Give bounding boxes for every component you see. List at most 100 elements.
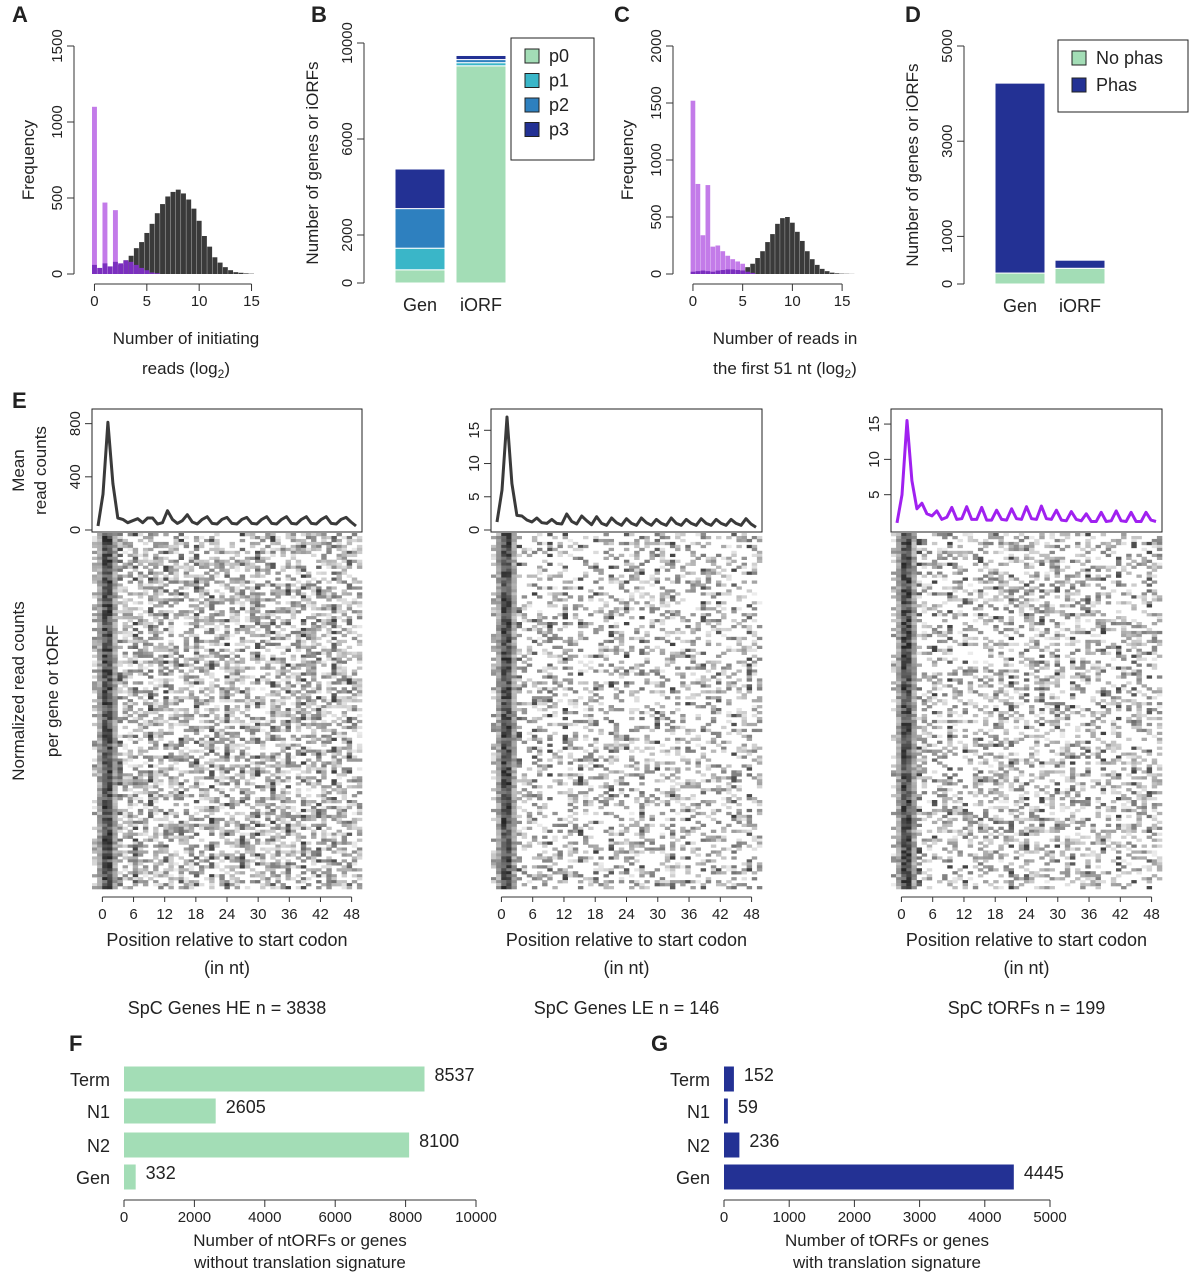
heatmap-cell [346, 779, 353, 783]
heatmap-cell [311, 544, 317, 549]
heatmap-cell [214, 574, 220, 578]
heatmap-cell [102, 770, 108, 774]
heatmap-cell [331, 586, 337, 590]
heatmap-cell [204, 601, 210, 605]
heatmap-cell [244, 791, 251, 795]
histogram-bar-light [710, 246, 716, 274]
heatmap-cell [700, 535, 707, 540]
heatmap-cell [168, 728, 174, 733]
heatmap-cell [305, 779, 312, 783]
heatmap-cell [356, 731, 363, 736]
heatmap-cell [351, 776, 358, 780]
heatmap-cell [249, 761, 256, 765]
heatmap-cell [97, 874, 103, 878]
heatmap-cell [265, 556, 271, 560]
heatmap-cell [356, 654, 363, 658]
heatmap-cell [92, 758, 98, 762]
heatmap-cell [305, 868, 312, 872]
heatmap-cell [183, 841, 190, 845]
heatmap-cell [260, 785, 266, 789]
heatmap-cell [148, 746, 154, 750]
heatmap-cell [511, 598, 517, 602]
heatmap-cell [163, 574, 169, 578]
stacked-bar-segment [994, 272, 1046, 285]
heatmap-cell [102, 598, 108, 602]
heatmap-cell [142, 880, 149, 884]
heatmap-cell [537, 636, 543, 641]
heatmap-cell [92, 535, 98, 540]
heatmap-cell [107, 544, 113, 549]
heatmap-cell [112, 713, 118, 718]
heatmap-cell [107, 731, 113, 736]
heatmap-cell [224, 711, 230, 715]
heatmap-cell [148, 580, 154, 584]
heatmap-cell [107, 624, 113, 629]
heatmap-cell [97, 835, 103, 839]
heatmap-cell [572, 547, 579, 552]
heatmap-cell [219, 737, 225, 741]
heatmap-cell [153, 874, 159, 878]
heatmap-cell [163, 859, 169, 863]
heatmap-cell [290, 800, 297, 804]
heatmap-cell [244, 859, 251, 863]
heatmap-cell [112, 782, 118, 786]
heatmap-cell [321, 883, 327, 887]
heatmap-cell [142, 556, 149, 560]
heatmap-cell [107, 666, 113, 670]
heatmap-cell [542, 622, 548, 626]
heatmap-cell [326, 880, 332, 884]
heatmap-cell [260, 740, 266, 744]
heatmap-cell [346, 767, 353, 771]
histogram-bar-dark [799, 240, 805, 274]
heatmap-cell [346, 716, 353, 721]
heatmap-cell [158, 604, 164, 608]
heatmap-cell [244, 687, 251, 691]
heatmap-cell [249, 847, 256, 851]
heatmap-cell [158, 577, 164, 581]
heatmap-cell [117, 541, 123, 546]
heatmap-cell [239, 743, 246, 747]
heatmap-cell [506, 533, 512, 537]
heatmap-cell [234, 678, 241, 682]
heatmap-cell [705, 607, 712, 611]
heatmap-cell [117, 743, 123, 747]
heatmap-cell [260, 604, 266, 608]
heatmap-cell [122, 660, 128, 664]
heatmap-cell [511, 607, 517, 611]
heatmap-cell [137, 708, 144, 712]
heatmap-cell [127, 829, 134, 833]
heatmap-cell [178, 877, 184, 881]
heatmap-cell [102, 847, 108, 851]
heatmap-cell [97, 776, 103, 780]
y-tick-label: 2000 [648, 29, 665, 62]
heatmap-cell [700, 619, 707, 623]
histogram-bar-dark [181, 193, 186, 274]
heatmap-cell [746, 666, 753, 670]
heatmap-cell [255, 657, 261, 661]
heatmap-cell [496, 630, 502, 635]
heatmap-cell [97, 642, 103, 647]
heatmap-cell [675, 601, 681, 605]
heatmap-cell [280, 862, 286, 866]
heatmap-cell [644, 541, 650, 546]
heatmap-cell [153, 862, 159, 866]
heatmap-cell [285, 785, 291, 789]
heatmap-cell [214, 619, 220, 623]
heatmap-cell [107, 589, 113, 593]
heatmap-cell [290, 657, 297, 661]
heatmap-cell [321, 571, 327, 575]
heatmap-cell [183, 877, 190, 881]
heatmap-cell [562, 613, 568, 617]
heatmap-cell [690, 642, 696, 647]
histogram-bar-overlap [725, 269, 731, 274]
heatmap-cell [97, 767, 103, 771]
heatmap-cell [275, 826, 281, 830]
heatmap-cell [122, 651, 128, 655]
heatmap-cell [102, 648, 108, 652]
heatmap-cell [224, 755, 230, 759]
x-tick-label: 12 [156, 906, 173, 923]
heatmap-cell [593, 535, 599, 540]
heatmap-cell [669, 660, 676, 664]
heatmap-cell [224, 782, 230, 786]
heatmap-cell [311, 800, 317, 804]
